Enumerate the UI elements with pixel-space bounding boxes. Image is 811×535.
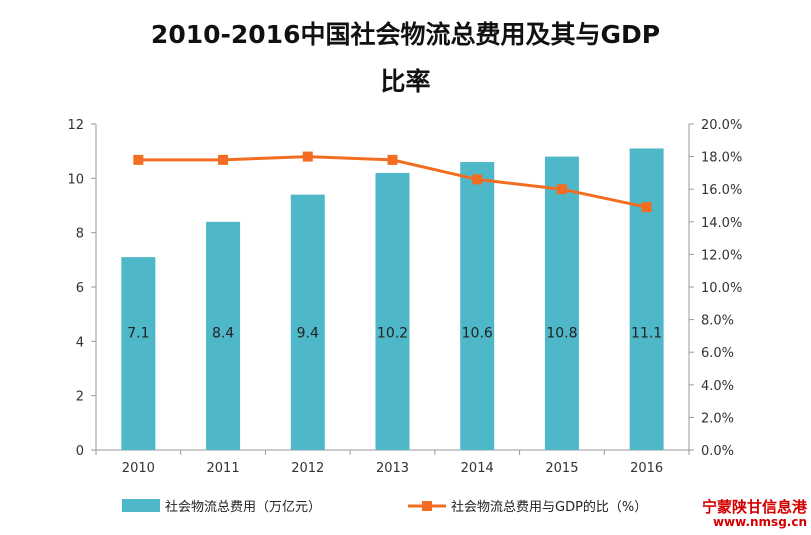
ratio-point: [218, 154, 229, 165]
y-right-tick-label: 12.0%: [701, 248, 742, 263]
y-left-tick-label: 12: [67, 118, 84, 133]
bar-data-label: 7.1: [127, 325, 149, 341]
bar-data-label: 10.2: [377, 325, 408, 341]
legend-line-marker: [422, 501, 432, 511]
bar: [629, 148, 664, 450]
watermark-name: 宁蒙陕甘信息港: [701, 498, 807, 516]
bar-data-label: 11.1: [631, 325, 662, 341]
y-right-tick-label: 18.0%: [701, 151, 742, 166]
x-tick-label: 2013: [376, 461, 409, 476]
x-tick-label: 2010: [122, 461, 155, 476]
bar-data-label: 10.8: [546, 325, 577, 341]
ratio-point: [556, 184, 567, 195]
y-right-tick-label: 16.0%: [701, 183, 742, 198]
bar: [121, 257, 156, 450]
bar: [290, 194, 325, 450]
bar: [544, 156, 579, 450]
bar: [460, 162, 495, 451]
ratio-point: [302, 151, 313, 162]
x-tick-label: 2011: [207, 461, 240, 476]
legend-bar-label: 社会物流总费用（万亿元）: [165, 499, 321, 515]
bar-data-label: 10.6: [462, 325, 493, 341]
y-right-tick-label: 20.0%: [701, 118, 742, 133]
bar: [375, 172, 410, 450]
ratio-point: [387, 154, 398, 165]
y-left-tick-label: 10: [67, 172, 84, 187]
ratio-point: [641, 202, 652, 213]
ratio-point: [133, 154, 144, 165]
y-left-tick-label: 6: [76, 281, 84, 296]
y-right-tick-label: 10.0%: [701, 281, 742, 296]
y-right-tick-label: 14.0%: [701, 216, 742, 231]
legend-line-label: 社会物流总费用与GDP的比（%）: [451, 499, 647, 515]
y-right-tick-label: 0.0%: [701, 444, 734, 459]
y-left-tick-label: 4: [76, 335, 84, 350]
x-tick-label: 2014: [461, 461, 494, 476]
chart-title: 2010-2016中国社会物流总费用及其与GDP: [150, 20, 661, 49]
y-left-tick-label: 2: [76, 390, 84, 405]
watermark-url: www.nmsg.cn: [712, 515, 807, 529]
y-right-tick-label: 8.0%: [701, 314, 734, 329]
legend-bar-swatch: [122, 499, 160, 512]
y-right-tick-label: 6.0%: [701, 346, 734, 361]
chart-title-line2: 比率: [380, 67, 431, 96]
y-left-tick-label: 0: [76, 444, 84, 459]
x-tick-label: 2016: [630, 461, 663, 476]
bar-data-label: 8.4: [212, 325, 234, 341]
x-tick-label: 2015: [545, 461, 578, 476]
bar-data-label: 9.4: [297, 325, 319, 341]
y-right-tick-label: 2.0%: [701, 411, 734, 426]
x-tick-label: 2012: [291, 461, 324, 476]
y-right-tick-label: 4.0%: [701, 379, 734, 394]
y-left-tick-label: 8: [76, 227, 84, 242]
bar: [206, 221, 241, 450]
ratio-point: [472, 174, 483, 185]
